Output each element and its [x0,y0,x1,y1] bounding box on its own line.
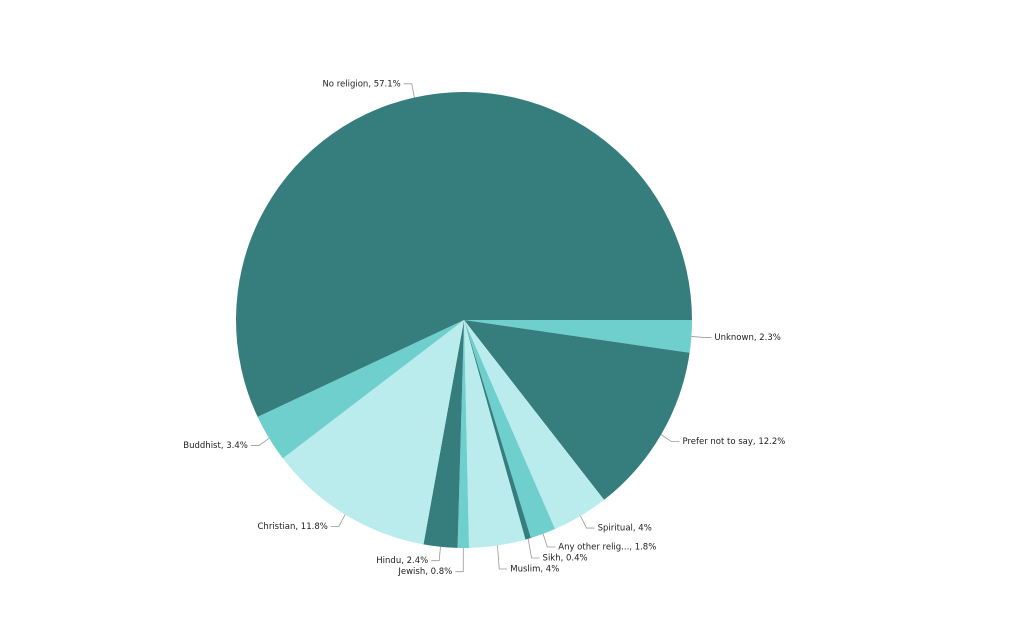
slice-label: Sikh, 0.4% [543,553,588,563]
slice-label: Prefer not to say, 12.2% [682,437,785,447]
slice-label: Hindu, 2.4% [376,556,428,566]
pie-slice [457,320,470,548]
pie-slice [257,320,464,459]
slice-label: Muslim, 4% [510,564,559,574]
slice-label: Unknown, 2.3% [714,333,780,343]
leader-line [431,546,441,562]
pie-slice [423,320,464,548]
leader-line [542,533,556,548]
leader-line [580,515,595,529]
pie-slice [464,320,526,548]
leader-line [497,545,508,570]
slice-label: Spiritual, 4% [598,524,652,534]
slice-label: Jewish, 0.8% [397,567,452,577]
leader-line [455,547,464,573]
leader-line [250,437,270,446]
pie-slice [464,320,531,540]
pie-slice [282,320,464,545]
leader-line [527,538,540,559]
leader-line [403,83,415,98]
slice-label: Any other relig..., 1.8% [558,542,656,552]
slice-label: No religion, 57.1% [322,79,400,89]
pie-slice [464,320,692,353]
pie-slice [236,92,693,417]
leader-line [691,336,712,338]
pie-slice [464,320,556,538]
slice-label: Buddhist, 3.4% [183,441,248,451]
leader-line [330,514,346,527]
pie-slice [464,320,605,530]
leader-line [660,434,680,443]
slice-label: Christian, 11.8% [258,522,328,532]
pie-slice [464,320,690,500]
